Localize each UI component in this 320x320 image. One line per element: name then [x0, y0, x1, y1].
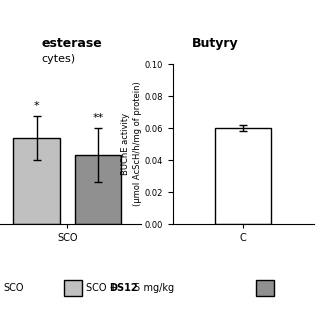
Text: 5 mg/kg: 5 mg/kg	[131, 283, 174, 293]
Text: SCO: SCO	[3, 283, 24, 293]
Bar	[75, 155, 121, 224]
Bar	[215, 128, 271, 224]
Text: esterase: esterase	[42, 36, 102, 50]
Y-axis label: BUChE activity
(μmol AcScH/h/mg of protein): BUChE activity (μmol AcScH/h/mg of prote…	[121, 82, 142, 206]
Bar	[13, 138, 60, 224]
Text: DS12: DS12	[109, 283, 137, 293]
Text: Butyry: Butyry	[192, 36, 239, 50]
Text: SCO +: SCO +	[86, 283, 121, 293]
Text: *: *	[34, 101, 39, 111]
Text: cytes): cytes)	[42, 54, 76, 64]
Text: **: **	[92, 113, 103, 123]
